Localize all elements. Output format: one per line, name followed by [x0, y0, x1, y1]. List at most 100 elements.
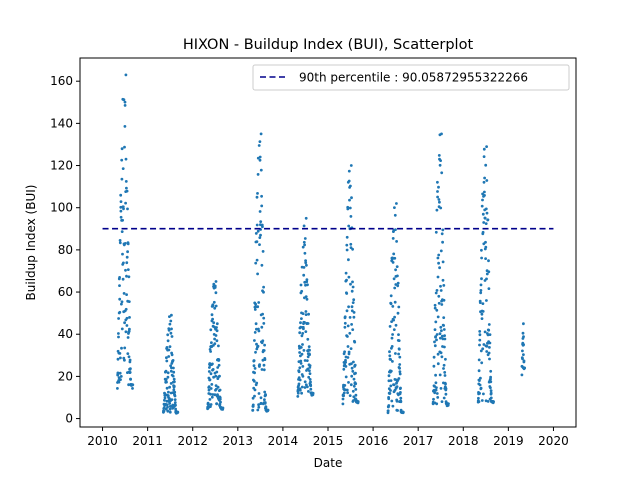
data-point [167, 348, 171, 352]
data-point [212, 375, 216, 379]
data-point [479, 283, 483, 287]
data-point [396, 274, 399, 278]
data-point [482, 392, 485, 396]
data-point [122, 292, 126, 295]
data-point [346, 391, 349, 395]
data-point [171, 374, 175, 378]
data-point [432, 355, 436, 359]
data-point [435, 208, 439, 212]
data-point [352, 384, 356, 388]
data-point [397, 347, 401, 351]
data-point [212, 321, 216, 325]
data-point [399, 386, 402, 390]
data-point [521, 357, 524, 361]
data-point [346, 324, 350, 328]
data-point [167, 328, 171, 332]
data-point [258, 363, 261, 366]
data-point [481, 302, 485, 305]
data-point [124, 330, 128, 334]
data-point [128, 358, 132, 362]
data-point [251, 403, 255, 407]
data-point [119, 215, 123, 219]
data-point [478, 338, 482, 342]
data-point [301, 343, 304, 346]
x-tick-label: 2019 [493, 434, 524, 448]
data-point [351, 389, 355, 393]
data-point [257, 392, 261, 395]
data-point [256, 192, 259, 195]
data-point [299, 359, 303, 363]
data-point [344, 358, 347, 362]
data-point [477, 358, 481, 362]
data-point [346, 345, 350, 348]
data-point [131, 387, 134, 390]
data-point [438, 332, 442, 336]
data-point [434, 373, 437, 377]
data-point [254, 261, 258, 265]
data-point [299, 283, 303, 287]
data-point [437, 154, 441, 157]
data-point [437, 294, 441, 298]
data-point [437, 185, 440, 189]
data-point [483, 194, 486, 197]
data-point [172, 388, 176, 392]
data-point [165, 346, 169, 349]
data-point [343, 384, 347, 387]
data-point [348, 316, 352, 319]
data-point [438, 163, 442, 167]
data-point [484, 245, 488, 249]
y-tick-label: 100 [50, 201, 73, 215]
data-point [305, 263, 308, 267]
data-point [395, 385, 399, 388]
data-point [255, 223, 259, 227]
data-point [256, 272, 259, 276]
data-point [259, 168, 263, 172]
data-point [207, 388, 211, 392]
data-point [258, 158, 262, 162]
data-point [478, 392, 481, 395]
x-axis-label: Date [314, 456, 343, 470]
data-point [389, 384, 393, 388]
data-point [303, 359, 307, 362]
data-point [298, 331, 302, 335]
data-point [125, 189, 129, 193]
data-point [305, 359, 309, 362]
data-point [343, 321, 347, 325]
x-tick-label: 2020 [538, 434, 569, 448]
data-point [522, 353, 525, 356]
data-point [343, 315, 347, 319]
data-point [257, 329, 261, 333]
data-point [259, 132, 263, 136]
data-point [444, 387, 448, 391]
y-axis: 0 20 40 60 80 100 120 140 160 [50, 74, 80, 426]
data-point [393, 300, 397, 304]
data-point [487, 270, 491, 274]
data-point [254, 302, 257, 306]
data-point [128, 316, 131, 319]
data-point [436, 256, 440, 260]
data-point [125, 186, 128, 190]
data-point [255, 240, 259, 244]
data-point [208, 398, 212, 401]
data-point [258, 155, 262, 159]
data-point [305, 297, 309, 301]
data-point [116, 371, 120, 375]
data-point [258, 140, 262, 144]
data-point [436, 275, 440, 279]
data-point [354, 382, 358, 386]
data-point [485, 272, 489, 276]
data-point [489, 396, 493, 400]
data-point [259, 233, 262, 237]
data-point [173, 398, 177, 401]
data-point [351, 301, 355, 304]
data-point [168, 402, 172, 405]
data-point [434, 335, 438, 338]
data-point [487, 287, 491, 290]
data-point [309, 380, 312, 384]
data-point [303, 380, 307, 384]
data-point [127, 300, 131, 303]
data-point [397, 377, 401, 380]
data-point [391, 256, 394, 260]
data-point [256, 173, 260, 176]
